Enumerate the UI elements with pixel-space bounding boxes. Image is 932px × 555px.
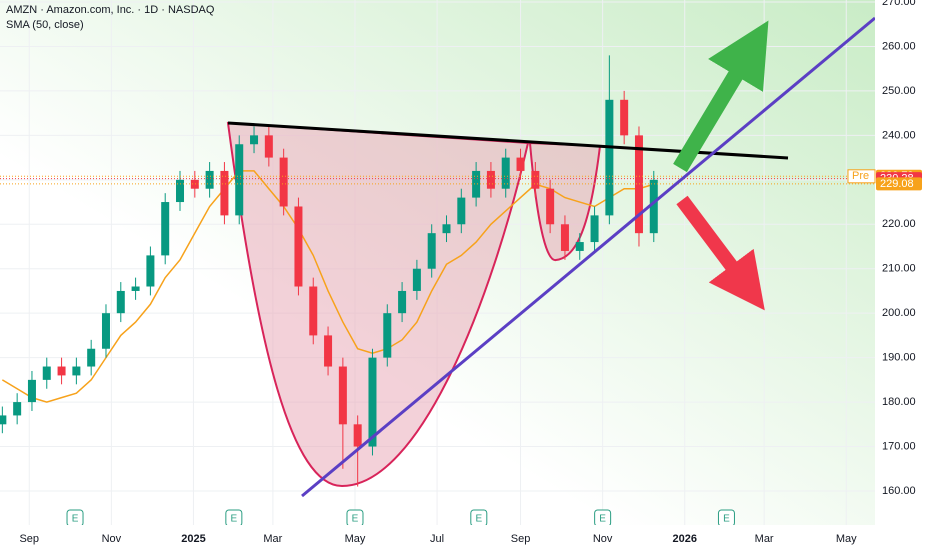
bearish-arrow [676,195,765,311]
sma-line [1,170,654,403]
price-tag: Pre [852,170,869,182]
candle-body [176,179,185,203]
x-tick-label: Nov [593,533,613,545]
time-axis [0,525,875,550]
candle-body [649,179,658,234]
bullish-arrow [673,20,769,173]
candle-body [235,144,244,216]
candle-body [531,170,540,189]
candle-body [279,157,288,207]
candle-body [620,99,629,136]
candle-body [87,348,96,367]
price-label-box [876,177,922,191]
y-tick-label: 170.00 [882,440,916,452]
cup-pattern [226,121,530,488]
candle-body [472,170,481,198]
candle-body [27,379,36,403]
candle-body [42,366,51,380]
earnings-label: E [352,514,359,525]
earnings-label: E [475,514,482,525]
x-tick-label: May [345,533,366,545]
candle-body [146,255,155,287]
x-tick-label: 2026 [672,533,696,545]
support-trendline [301,16,876,498]
x-tick-label: May [836,533,857,545]
x-tick-label: Sep [19,533,39,545]
candle-body [309,286,318,336]
y-tick-label: 190.00 [882,352,916,364]
candle-body [486,170,495,189]
candle-body [590,215,599,243]
candle-body [190,179,199,189]
candle-body [13,402,22,416]
handle-pattern [528,141,602,262]
indicator-label: SMA (50, close) [6,19,84,31]
candle-body [220,170,229,216]
y-tick-label: 270.00 [882,0,916,8]
candle-body [368,357,377,447]
candle-body [398,290,407,314]
earnings-label: E [599,514,606,525]
candle-body [516,157,525,171]
x-tick-label: 2025 [181,533,205,545]
candle-body [575,242,584,251]
candle-body [57,366,66,376]
x-tick-label: Nov [102,533,122,545]
candle-body [383,313,392,358]
candle-body [294,206,303,287]
price-tag-box [847,169,876,184]
y-tick-label: 250.00 [882,85,916,97]
candle-body [457,197,466,225]
chart-title: AMZN · Amazon.com, Inc. · 1D · NASDAQ [6,4,215,16]
x-tick-label: Jul [430,533,444,545]
candle-body [116,290,125,314]
candle-body [324,335,333,367]
y-tick-label: 260.00 [882,40,916,52]
y-tick-label: 180.00 [882,396,916,408]
y-tick-label: 160.00 [882,485,916,497]
candle-body [205,170,214,189]
candle-body [131,286,140,291]
candle-body [501,157,510,189]
x-tick-label: Mar [263,533,282,545]
x-tick-label: Mar [755,533,774,545]
candle-body [353,424,362,447]
candle-body [546,188,555,225]
y-tick-label: 210.00 [882,263,916,275]
candle-body [250,135,259,145]
y-tick-label: 220.00 [882,218,916,230]
candle-body [605,99,614,216]
x-tick-label: Sep [511,533,531,545]
earnings-label: E [231,514,238,525]
candle-body [634,135,643,234]
y-tick-label: 240.00 [882,129,916,141]
candle-body [427,233,436,269]
candle-body [264,135,273,158]
candle-body [442,224,451,234]
candle-body [560,224,569,251]
price-label: 229.08 [880,178,914,190]
earnings-label: E [723,514,730,525]
candle-body [161,202,170,256]
candle-body [72,366,81,376]
y-tick-label: 200.00 [882,307,916,319]
earnings-label: E [72,514,79,525]
candle-body [338,366,347,425]
price-axis [875,0,932,550]
candle-body [101,313,110,349]
candle-body [412,268,421,291]
candle-body [0,415,7,425]
